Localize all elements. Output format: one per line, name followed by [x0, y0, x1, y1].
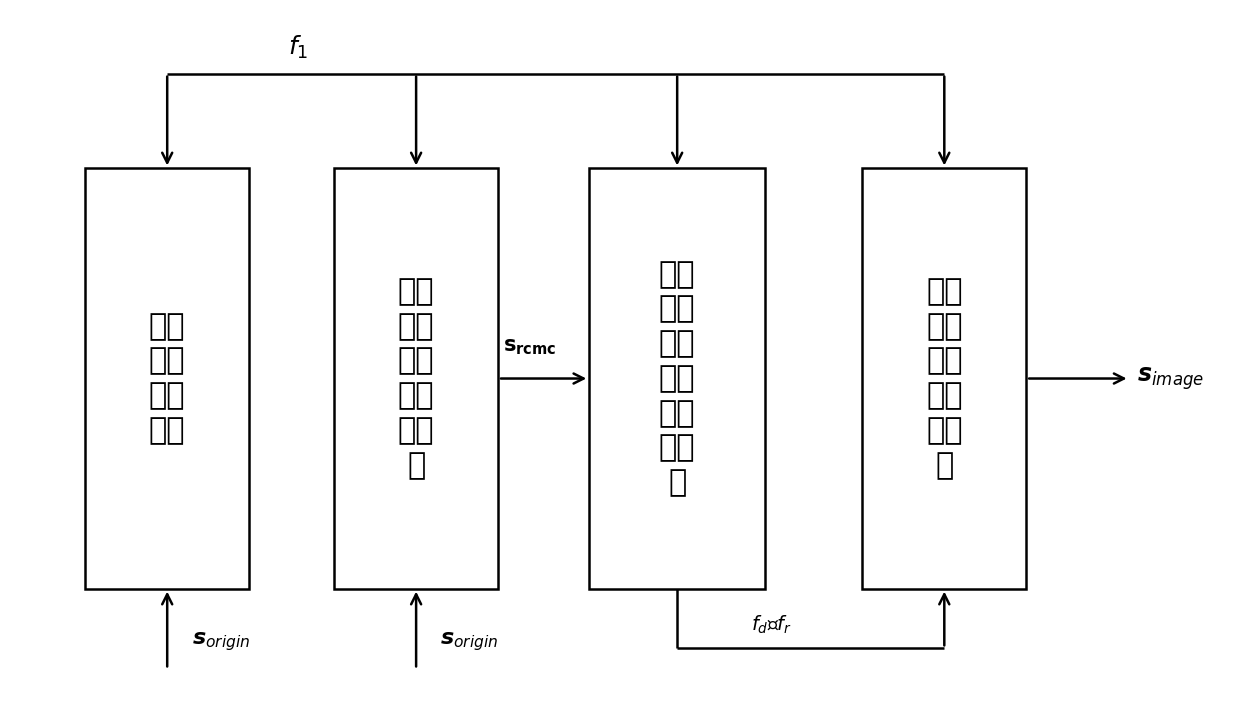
Text: 运动
补偿
及成
像处
理模
块: 运动 补偿 及成 像处 理模 块 — [926, 277, 963, 480]
Text: 雷达
参数
输出
模块: 雷达 参数 输出 模块 — [149, 312, 186, 445]
Bar — [862, 168, 1026, 588]
Bar — [589, 168, 766, 588]
Text: 距离
彼动
及距
离压
缩模
块: 距离 彼动 及距 离压 缩模 块 — [398, 277, 435, 480]
Bar — [335, 168, 498, 588]
Text: $\boldsymbol{s}_{origin}$: $\boldsymbol{s}_{origin}$ — [440, 630, 498, 653]
Text: $f_1$: $f_1$ — [287, 34, 307, 61]
Text: $f_d$、$f_r$: $f_d$、$f_r$ — [751, 614, 792, 636]
Bar — [85, 168, 249, 588]
Text: $\boldsymbol{s}_{origin}$: $\boldsymbol{s}_{origin}$ — [192, 630, 250, 653]
Text: $\boldsymbol{s}_{image}$: $\boldsymbol{s}_{image}$ — [1136, 365, 1204, 392]
Text: 运动
目标
检测
及参
数估
计模
块: 运动 目标 检测 及参 数估 计模 块 — [659, 260, 695, 497]
Text: $\mathbf{s}_{\mathbf{rcmc}}$: $\mathbf{s}_{\mathbf{rcmc}}$ — [503, 337, 556, 358]
